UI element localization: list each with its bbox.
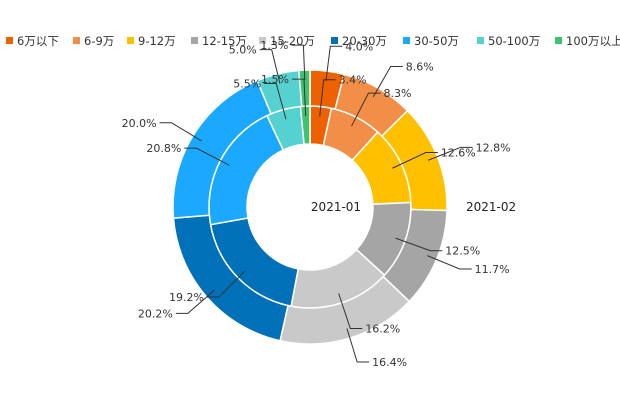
data-label-inner-1: 8.3% [383, 87, 411, 100]
data-label-outer-3: 11.7% [475, 263, 510, 276]
leader-line-inner-1 [351, 92, 381, 127]
legend-item[interactable]: 6万以下 [6, 34, 59, 48]
leader-line-outer-6 [159, 122, 202, 142]
leader-line-inner-7 [264, 83, 287, 120]
data-label-outer-1: 8.6% [406, 61, 434, 74]
data-label-inner-4: 16.2% [365, 322, 400, 335]
data-label-inner-8: 1.5% [261, 73, 289, 86]
legend-item[interactable]: 6-9万 [73, 34, 114, 48]
data-label-inner-6: 20.8% [146, 142, 181, 155]
data-label-outer-4: 16.4% [372, 356, 407, 369]
data-label-outer-6: 20.0% [122, 117, 157, 130]
legend-swatch [259, 37, 266, 44]
legend: 6万以下 6-9万 9-12万 12-15万 15-20万 20-30万 30-50万 50-… [6, 34, 620, 48]
legend-swatch [403, 37, 410, 44]
legend-label: 12-15万 [202, 34, 247, 48]
data-label-outer-7: 5.0% [229, 44, 257, 57]
series-name-outer: 2021-02 [466, 200, 516, 214]
legend-swatch [191, 37, 198, 44]
legend-item[interactable]: 12-15万 [191, 34, 247, 48]
leader-line-inner-3 [395, 237, 443, 252]
leader-line-inner-4 [338, 293, 363, 329]
leader-line-inner-2 [392, 152, 438, 169]
data-label-inner-0: 3.4% [339, 74, 367, 87]
leader-line-inner-5 [206, 270, 246, 298]
legend-item[interactable]: 15-20万 [259, 34, 315, 48]
legend-label: 30-50万 [414, 34, 459, 48]
legend-item[interactable]: 100万以上 [555, 34, 620, 48]
leader-line-outer-1 [372, 66, 403, 98]
legend-label: 6万以下 [17, 34, 59, 48]
legend-item[interactable]: 9-12万 [127, 34, 176, 48]
legend-swatch [331, 37, 338, 44]
donut-rings [172, 69, 448, 345]
legend-swatch [127, 37, 134, 44]
leader-line-outer-0 [325, 45, 343, 82]
leader-line-outer-5 [175, 290, 215, 314]
data-label-outer-0: 4.0% [345, 40, 373, 53]
legend-item[interactable]: 50-100万 [477, 34, 540, 48]
leader-line-outer-8 [291, 44, 306, 81]
legend-swatch [555, 37, 562, 44]
legend-swatch [6, 37, 13, 44]
leader-line-outer-2 [427, 146, 473, 161]
data-label-outer-2: 12.8% [476, 141, 511, 154]
legend-item[interactable]: 30-50万 [403, 34, 459, 48]
legend-label: 6-9万 [84, 34, 114, 48]
leader-line-outer-7 [259, 49, 281, 84]
data-label-inner-2: 12.6% [441, 147, 476, 160]
legend-label: 20-30万 [342, 34, 387, 48]
legend-label: 100万以上 [566, 34, 620, 48]
legend-item[interactable]: 20-30万 [331, 34, 387, 48]
series-name-inner: 2021-01 [311, 200, 361, 214]
legend-label: 15-20万 [270, 34, 315, 48]
data-labels: 3.4% 8.3% 12.6% 12.5% 16.2% 19.2% 20.8% 5.5% 1.5… [122, 39, 511, 369]
data-label-inner-3: 12.5% [445, 245, 480, 258]
legend-swatch [477, 37, 484, 44]
data-label-outer-5: 20.2% [138, 307, 173, 320]
leader-line-inner-6 [184, 147, 230, 166]
leader-line-inner-8 [291, 78, 307, 117]
data-label-inner-5: 19.2% [169, 291, 204, 304]
data-label-inner-7: 5.5% [233, 78, 261, 91]
legend-label: 9-12万 [138, 34, 176, 48]
leader-line-outer-3 [427, 255, 472, 270]
leader-line-inner-0 [319, 79, 336, 117]
leader-line-outer-4 [346, 328, 370, 363]
data-label-outer-8: 1.3% [260, 39, 288, 52]
legend-swatch [73, 37, 80, 44]
legend-label: 50-100万 [488, 34, 540, 48]
